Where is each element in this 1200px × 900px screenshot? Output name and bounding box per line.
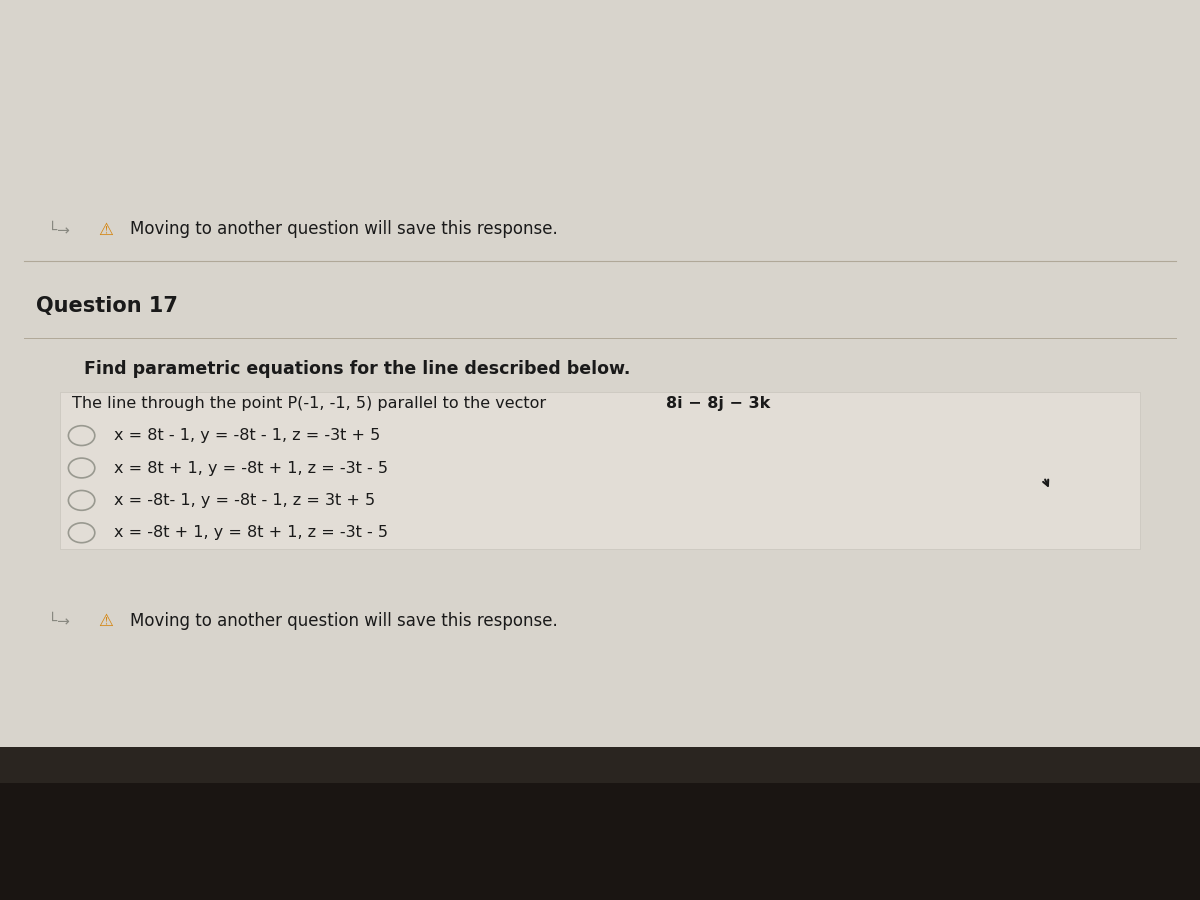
- Text: x = -8t + 1, y = 8t + 1, z = -3t - 5: x = -8t + 1, y = 8t + 1, z = -3t - 5: [114, 526, 388, 540]
- Text: The line through the point P(-1, -1, 5) parallel to the vector: The line through the point P(-1, -1, 5) …: [72, 396, 557, 410]
- Text: Moving to another question will save this response.: Moving to another question will save thi…: [130, 612, 557, 630]
- Bar: [0, 0, 1200, 783]
- Bar: [0, 747, 1200, 783]
- Text: ⚠: ⚠: [98, 612, 113, 630]
- Text: └→: └→: [48, 222, 70, 237]
- Text: └→: └→: [48, 614, 70, 628]
- Text: x = 8t + 1, y = -8t + 1, z = -3t - 5: x = 8t + 1, y = -8t + 1, z = -3t - 5: [114, 461, 388, 475]
- Text: Find parametric equations for the line described below.: Find parametric equations for the line d…: [84, 360, 630, 378]
- Text: x = 8t - 1, y = -8t - 1, z = -3t + 5: x = 8t - 1, y = -8t - 1, z = -3t + 5: [114, 428, 380, 443]
- Text: x = -8t- 1, y = -8t - 1, z = 3t + 5: x = -8t- 1, y = -8t - 1, z = 3t + 5: [114, 493, 376, 508]
- Bar: [60, 392, 1140, 549]
- Text: Question 17: Question 17: [36, 296, 178, 316]
- Bar: [0, 783, 1200, 900]
- Text: ⚠: ⚠: [98, 220, 113, 238]
- Text: Moving to another question will save this response.: Moving to another question will save thi…: [130, 220, 557, 238]
- Text: 8i − 8j − 3k: 8i − 8j − 3k: [666, 396, 770, 410]
